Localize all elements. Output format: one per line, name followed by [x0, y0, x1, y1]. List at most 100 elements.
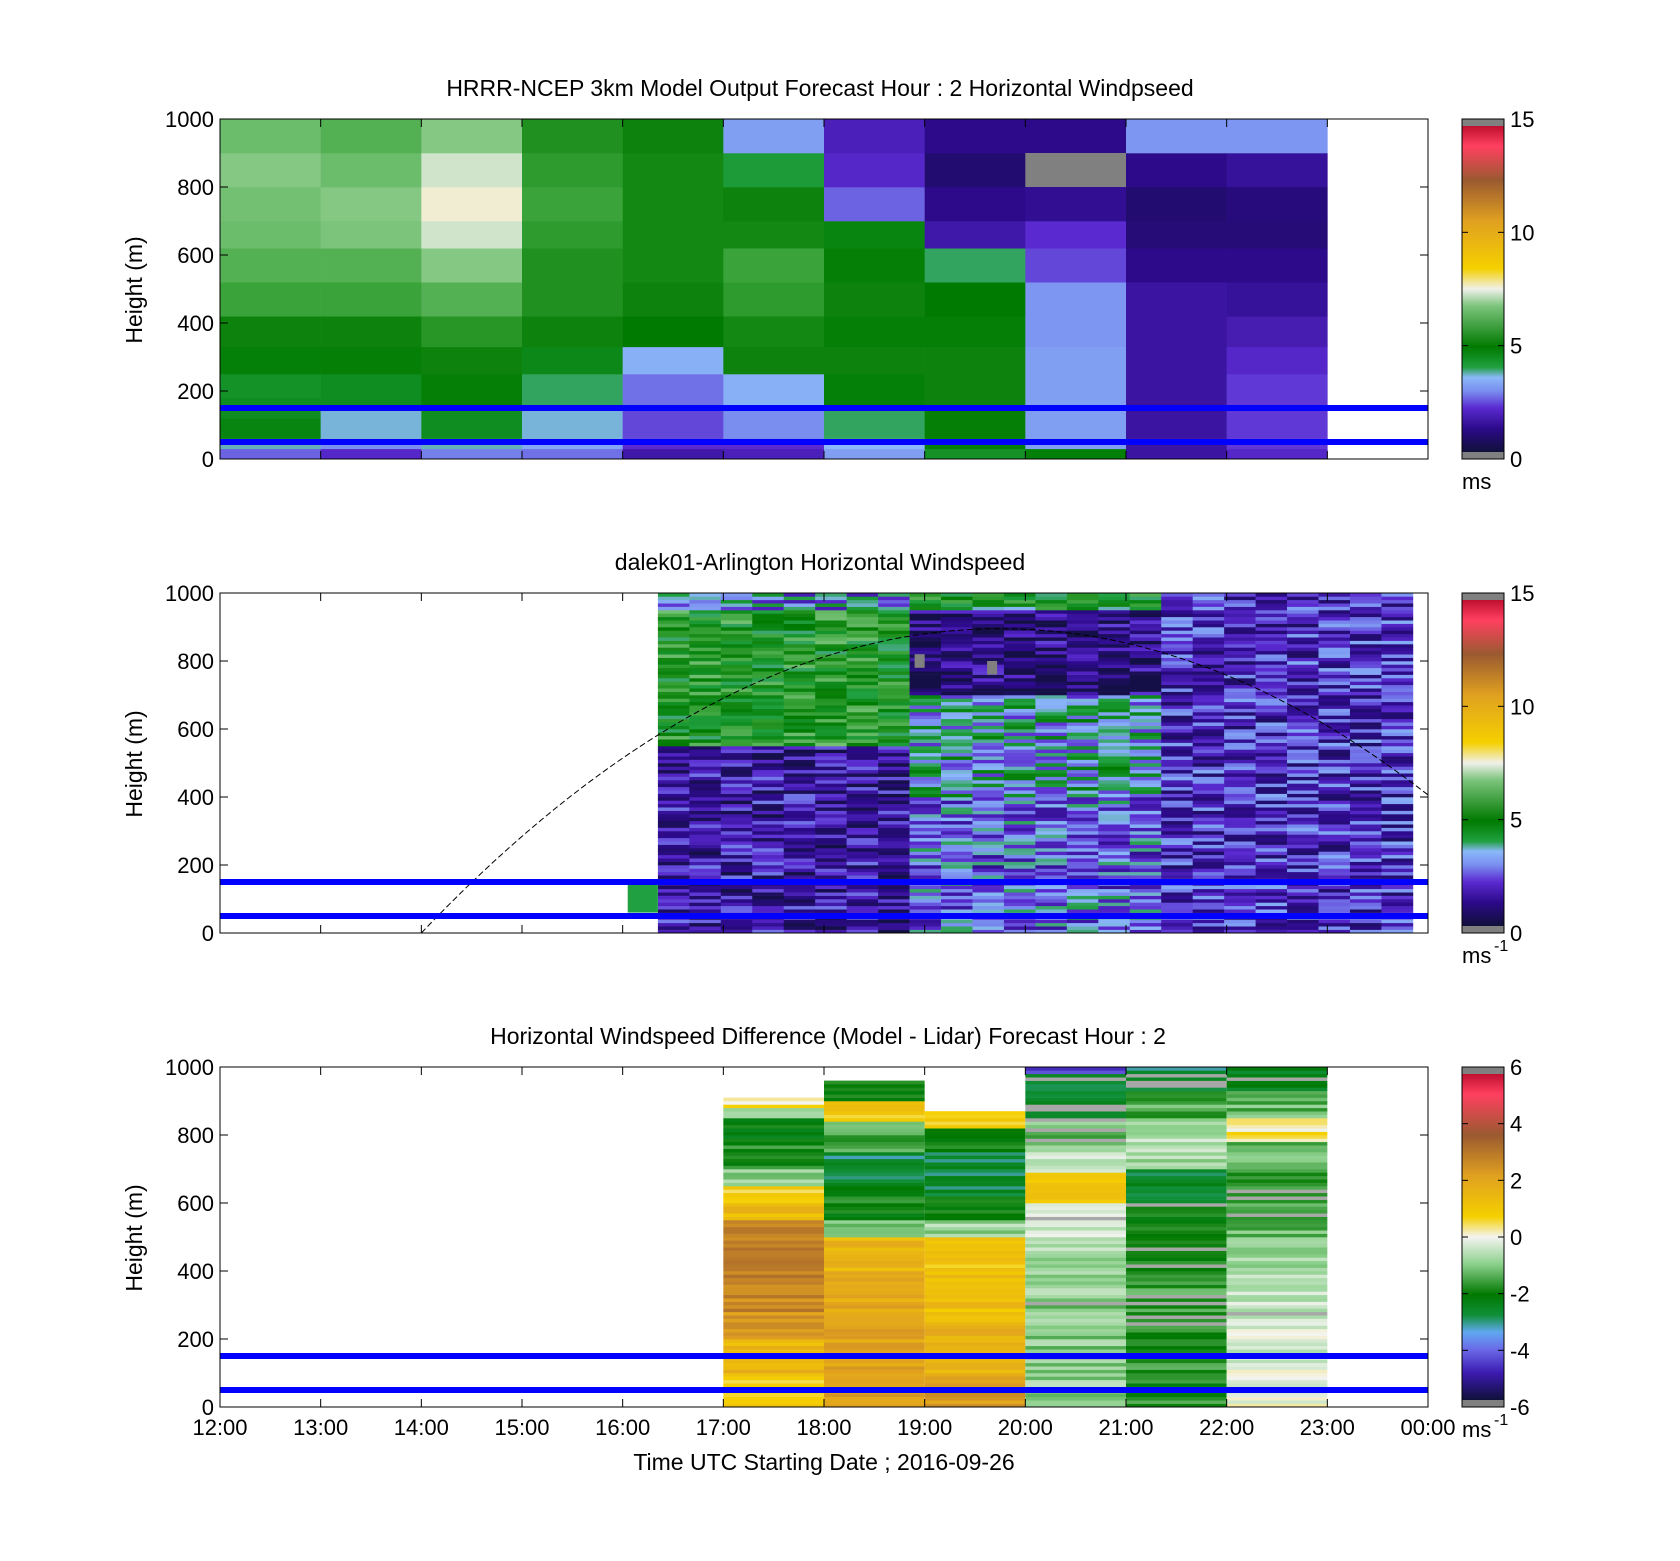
lidar-cell	[878, 613, 910, 618]
lidar-cell	[1035, 640, 1068, 645]
diff-cell	[1226, 1264, 1328, 1268]
lidar-cell	[909, 735, 942, 740]
diff-cell	[824, 1298, 925, 1302]
lidar-cell	[720, 661, 753, 665]
lidar-cell	[846, 746, 879, 750]
lidar-cell	[783, 810, 816, 815]
diff-cell	[1126, 1145, 1227, 1149]
lidar-cell	[1192, 868, 1225, 873]
lidar-cell	[941, 712, 973, 716]
lidar-cell	[1003, 650, 1036, 655]
diff-cell	[824, 1223, 925, 1228]
lidar-cell	[1318, 776, 1351, 781]
diff-cell	[924, 1335, 1026, 1340]
lidar-cell	[1224, 807, 1256, 811]
lidar-cell	[1129, 715, 1162, 720]
lidar-cell	[1003, 814, 1036, 818]
lidar-cell	[1318, 831, 1351, 835]
lidar-cell	[1192, 793, 1225, 798]
lidar-cell	[878, 899, 910, 903]
lidar-cell	[783, 606, 816, 611]
lidar-cell	[752, 827, 785, 832]
lidar-cell	[1129, 623, 1162, 628]
lidar-cell	[941, 678, 973, 682]
lidar-cell	[689, 715, 722, 720]
diff-cell	[723, 1237, 824, 1241]
lidar-cell	[815, 725, 847, 730]
lidar-cell	[1098, 722, 1131, 726]
lidar-cell	[1098, 895, 1131, 900]
lidar-cell	[1192, 854, 1225, 859]
lidar-cell	[1287, 705, 1319, 709]
lidar-cell	[1255, 752, 1288, 757]
lidar-cell	[1318, 807, 1351, 811]
lidar-cell	[689, 725, 722, 730]
diff-cell	[1126, 1131, 1227, 1136]
lidar-cell	[972, 848, 1005, 852]
lidar-cell	[815, 766, 847, 771]
lidar-cell	[1224, 902, 1256, 907]
diff-cell	[1025, 1094, 1126, 1098]
x-tick-label: 14:00	[394, 1415, 449, 1440]
diff-cell	[824, 1281, 925, 1285]
lidar-cell	[1224, 729, 1256, 733]
lidar-cell	[783, 776, 816, 781]
diff-cell	[1226, 1342, 1328, 1347]
lidar-cell	[941, 739, 973, 743]
diff-cell	[1126, 1073, 1227, 1078]
lidar-cell	[689, 674, 722, 679]
lidar-cell	[815, 756, 847, 760]
lidar-cell	[783, 725, 816, 730]
lidar-cell	[1381, 650, 1414, 655]
lidar-cell	[1003, 773, 1036, 777]
colorbar-unit: ms	[1462, 469, 1491, 494]
lidar-cell	[657, 797, 690, 801]
diff-cell	[1226, 1179, 1328, 1183]
diff-cell	[1025, 1250, 1126, 1255]
lidar-cell	[909, 596, 942, 601]
lidar-cell	[657, 807, 690, 811]
lidar-cell	[941, 803, 973, 808]
diff-cell	[723, 1366, 824, 1370]
lidar-cell	[1161, 899, 1193, 903]
lidar-cell	[1255, 814, 1288, 818]
lidar-cell	[1381, 929, 1414, 934]
lidar-cell	[720, 783, 753, 788]
diff-cell	[924, 1121, 1026, 1126]
lidar-cell	[1381, 674, 1414, 679]
lidar-cell	[689, 606, 722, 611]
lidar-cell	[941, 844, 973, 849]
diff-cell	[1126, 1294, 1227, 1299]
diff-cell	[1025, 1158, 1126, 1163]
lidar-cell	[1003, 919, 1036, 924]
lidar-cell	[752, 712, 785, 716]
lidar-cell	[1318, 909, 1351, 913]
lidar-cell	[720, 759, 753, 764]
lidar-cell	[1098, 865, 1131, 869]
lidar-cell	[972, 599, 1005, 604]
lidar-cell	[657, 722, 690, 726]
diff-cell	[924, 1141, 1026, 1146]
lidar-cell	[1287, 654, 1319, 658]
y-tick-label: 600	[177, 1191, 214, 1216]
lidar-cell	[1129, 895, 1162, 900]
lidar-cell	[1098, 831, 1131, 835]
lidar-cell	[1129, 674, 1162, 679]
lidar-cell	[1035, 922, 1068, 927]
lidar-cell	[689, 650, 722, 655]
lidar-cell	[1349, 712, 1382, 716]
lidar-cell	[1129, 861, 1162, 866]
lidar-cell	[1035, 593, 1068, 597]
lidar-cell	[1287, 620, 1319, 624]
diff-cell	[1126, 1305, 1227, 1309]
lidar-cell	[1098, 868, 1131, 873]
lidar-cell	[1381, 905, 1414, 910]
lidar-cell	[1066, 691, 1099, 696]
lidar-cell	[1287, 715, 1319, 720]
lidar-cell	[1287, 797, 1319, 801]
lidar-cell	[1129, 671, 1162, 675]
diff-cell	[824, 1291, 925, 1296]
diff-cell	[924, 1345, 1026, 1350]
diff-cell	[824, 1145, 925, 1149]
lidar-cell	[1349, 654, 1382, 658]
